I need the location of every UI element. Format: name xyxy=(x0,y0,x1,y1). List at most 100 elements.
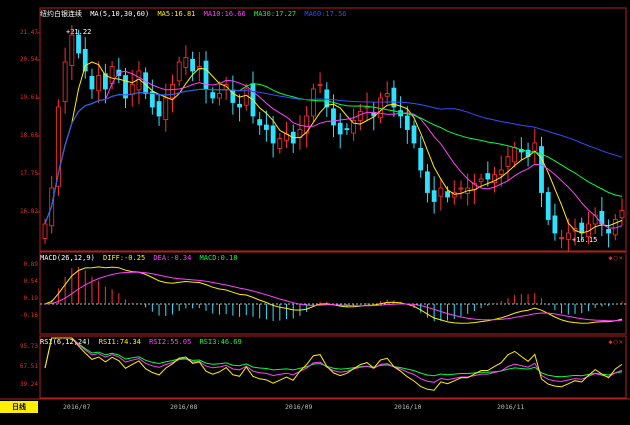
candle-body xyxy=(445,191,450,198)
y-tick: 16.82 xyxy=(19,208,38,215)
rsi-y-tick: 39.24 xyxy=(19,381,38,388)
candle-body xyxy=(149,91,155,108)
rsi1-value: RSI1:74.34 xyxy=(98,338,141,346)
candle-body xyxy=(344,128,350,131)
candle-body xyxy=(391,87,397,108)
candle-body xyxy=(425,171,430,193)
y-tick: 21.47 xyxy=(19,29,38,36)
period-tab-daily[interactable]: 日线 xyxy=(0,401,38,413)
main-legend: 纽约白银连续 MA(5,10,30,60) MA5:16.81 MA10:16.… xyxy=(40,10,351,19)
macd-legend: MACD(26,12,9) DIFF:-0.25 DEA:-0.34 MACD:… xyxy=(40,254,241,263)
date-label: 2016/08 xyxy=(170,403,198,411)
candle-body xyxy=(485,173,491,180)
y-tick: 19.61 xyxy=(19,94,38,101)
candle-body xyxy=(243,88,249,106)
candle-body xyxy=(539,146,544,193)
date-label: 2016/10 xyxy=(394,403,422,411)
candle-body xyxy=(619,210,625,219)
candle-body xyxy=(545,192,551,220)
candle-body xyxy=(532,142,538,152)
candle-body xyxy=(505,156,511,167)
ma60-value: MA60:17.56 xyxy=(304,10,347,18)
macd-value: MACD:0.18 xyxy=(199,254,238,262)
candle-body xyxy=(552,215,558,234)
candle-body xyxy=(183,57,189,68)
candle-body xyxy=(512,147,518,163)
macd-panel-border xyxy=(39,251,627,335)
candle-body xyxy=(176,61,182,82)
candle-body xyxy=(458,187,464,190)
candle-body xyxy=(69,34,75,67)
ma-params: MA(5,10,30,60) xyxy=(90,10,150,18)
main-panel-border xyxy=(39,7,627,252)
macd-panel-controls[interactable]: ◆○× xyxy=(608,254,624,262)
candle-body xyxy=(438,187,444,197)
candle-body xyxy=(42,223,48,239)
candle-body xyxy=(264,124,269,130)
rsi2-line xyxy=(44,337,623,383)
candle-body xyxy=(76,34,81,54)
candle-body xyxy=(364,106,370,109)
candle-body xyxy=(170,84,175,99)
macd-y-tick: 0.54 xyxy=(23,278,38,285)
candle-body xyxy=(478,178,484,183)
candle-body xyxy=(129,84,135,95)
ma30-value: MA30:17.27 xyxy=(253,10,297,18)
macd-y-tick: 0.89 xyxy=(23,261,38,268)
y-tick: 17.75 xyxy=(19,170,38,177)
candle-body xyxy=(565,232,571,240)
candle-body xyxy=(82,49,88,72)
candle-body xyxy=(351,120,357,134)
macd-diff: DIFF:-0.25 xyxy=(103,254,146,262)
candle-body xyxy=(606,228,611,234)
candle-body xyxy=(331,108,336,126)
candle-body xyxy=(384,93,390,97)
candle-body xyxy=(337,122,343,135)
candle-body xyxy=(411,125,417,144)
candle-body xyxy=(418,147,424,171)
candle-body xyxy=(210,92,216,99)
y-tick: 18.68 xyxy=(19,132,38,139)
instrument-title: 纽约白银连续 xyxy=(40,10,82,18)
rsi-legend: RSI(6,12,24) RSI1:74.34 RSI2:55.05 RSI3:… xyxy=(40,338,246,347)
candle-body xyxy=(431,190,437,202)
candle-body xyxy=(89,76,95,90)
candle-body xyxy=(357,111,363,121)
candle-body xyxy=(592,214,598,225)
rsi3-line xyxy=(44,337,623,378)
rsi-y-tick: 95.73 xyxy=(19,343,38,350)
candle-body xyxy=(190,58,196,72)
rsi-panel-border xyxy=(39,335,627,399)
ma10-value: MA10:16.66 xyxy=(203,10,246,18)
candle-body xyxy=(317,84,323,86)
date-label: 2016/09 xyxy=(285,403,313,411)
candle-body xyxy=(270,125,276,144)
candle-body xyxy=(96,75,102,92)
candle-body xyxy=(310,88,316,117)
ma10-line xyxy=(44,70,623,229)
rsi3-value: RSI3:46.69 xyxy=(199,338,242,346)
y-tick: 20.54 xyxy=(19,56,38,63)
macd-title: MACD(26,12,9) xyxy=(40,254,95,262)
candle-body xyxy=(62,61,68,102)
candle-body xyxy=(156,101,162,117)
candle-body xyxy=(56,106,61,187)
candle-body xyxy=(324,89,330,108)
candle-body xyxy=(257,119,263,126)
rsi-panel-controls[interactable]: ◆○× xyxy=(608,338,624,346)
candle-body xyxy=(123,75,128,99)
ma5-line xyxy=(44,61,623,234)
candle-body xyxy=(163,97,169,121)
rsi-title: RSI(6,12,24) xyxy=(40,338,91,346)
macd-dea: DEA:-0.34 xyxy=(153,254,192,262)
date-label: 2016/11 xyxy=(497,403,525,411)
candle-body xyxy=(217,93,222,99)
macd-diff-line xyxy=(44,266,623,324)
candle-body xyxy=(498,169,504,175)
low-annotation: +16.15 xyxy=(572,236,598,244)
rsi2-value: RSI2:55.05 xyxy=(149,338,192,346)
candle-body xyxy=(559,237,565,239)
candle-body xyxy=(237,103,242,108)
